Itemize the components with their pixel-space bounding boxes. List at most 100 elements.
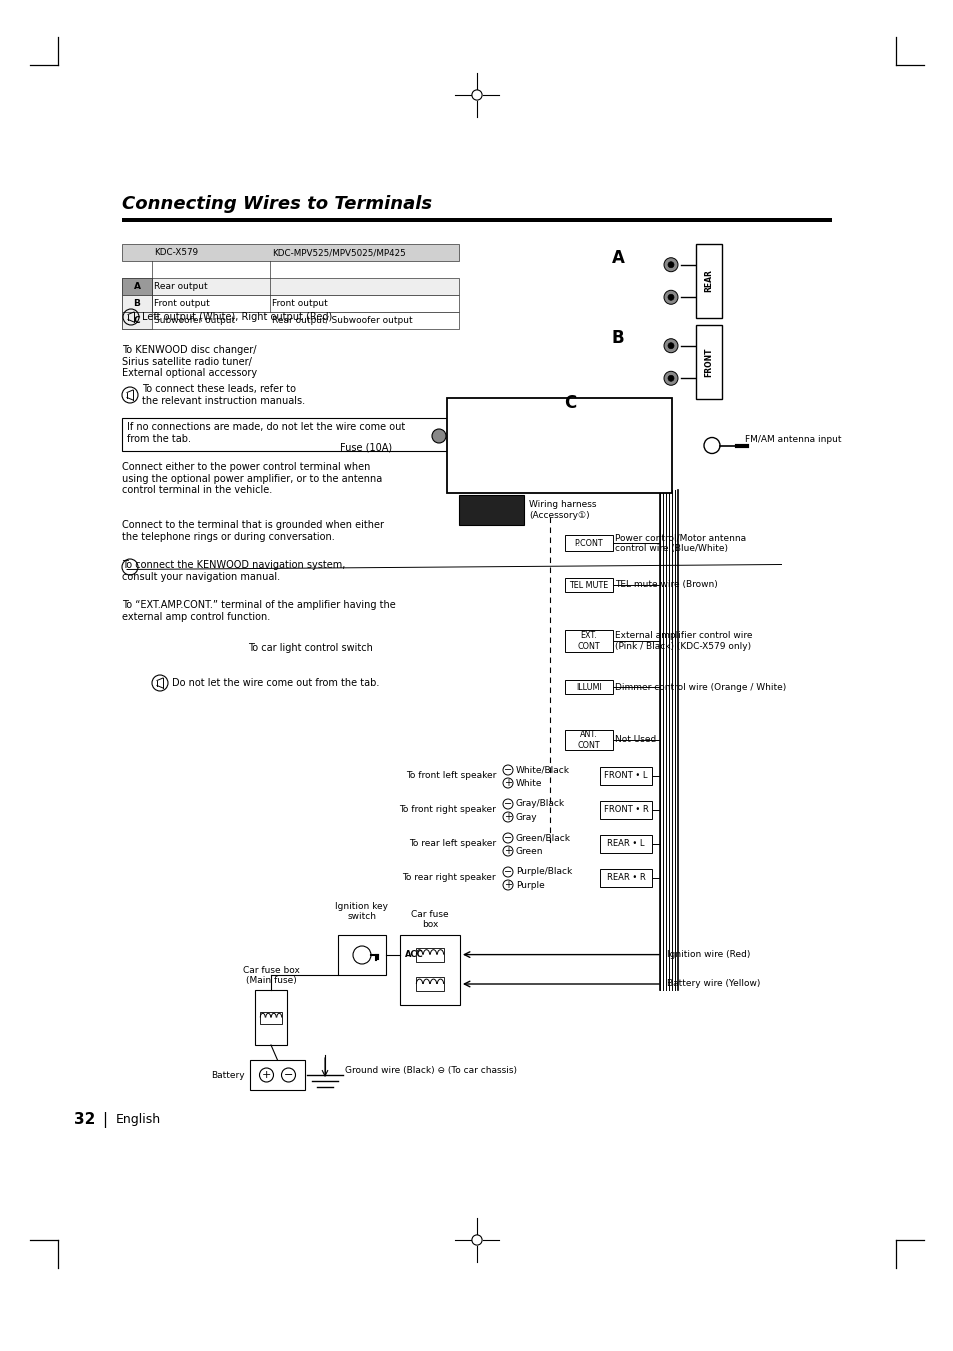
Text: Dimmer control wire (Orange / White): Dimmer control wire (Orange / White) [615, 682, 785, 692]
Text: B: B [133, 299, 140, 308]
Text: Connecting Wires to Terminals: Connecting Wires to Terminals [122, 195, 432, 213]
Text: ILLUMI: ILLUMI [576, 682, 601, 692]
Text: −: − [283, 1070, 293, 1079]
Text: To rear right speaker: To rear right speaker [402, 874, 496, 882]
Bar [599, 767, 651, 785]
Text: Wiring harness
(Accessory①): Wiring harness (Accessory①) [529, 500, 596, 520]
Bar [564, 630, 613, 653]
Text: English: English [116, 1113, 161, 1127]
Text: TEL mute wire (Brown): TEL mute wire (Brown) [615, 581, 717, 589]
Bar [458, 494, 523, 526]
Text: Rear output: Rear output [153, 282, 208, 290]
Text: KDC-MPV525/MPV5025/MP425: KDC-MPV525/MPV5025/MP425 [272, 249, 405, 257]
Text: +: + [261, 1070, 271, 1079]
Text: Front output: Front output [153, 299, 210, 308]
Circle shape [667, 343, 673, 349]
Circle shape [667, 295, 673, 300]
Bar [122, 295, 152, 312]
Text: +: + [503, 812, 512, 821]
Text: To connect these leads, refer to
the relevant instruction manuals.: To connect these leads, refer to the rel… [142, 384, 305, 405]
Bar [122, 278, 152, 295]
Text: FRONT • R: FRONT • R [603, 805, 648, 815]
Bar [122, 417, 510, 451]
Bar [416, 977, 443, 992]
Text: Rear output/ Subwoofer output: Rear output/ Subwoofer output [272, 316, 413, 326]
Text: A: A [611, 249, 624, 267]
Bar [564, 535, 613, 551]
Text: To “EXT.AMP.CONT.” terminal of the amplifier having the
external amp control fun: To “EXT.AMP.CONT.” terminal of the ampli… [122, 600, 395, 621]
Text: EXT.
CONT: EXT. CONT [578, 631, 599, 651]
Text: C: C [563, 394, 576, 412]
Bar [260, 1012, 282, 1024]
Text: White/Black: White/Black [516, 766, 569, 774]
Bar [564, 680, 613, 694]
Circle shape [432, 430, 446, 443]
Text: Left output (White), Right output (Red): Left output (White), Right output (Red) [142, 312, 332, 322]
Text: External amplifier control wire
(Pink / Black) (KDC-X579 only): External amplifier control wire (Pink / … [615, 631, 752, 651]
Text: To rear left speaker: To rear left speaker [409, 839, 496, 848]
Text: +: + [503, 846, 512, 857]
Bar [599, 801, 651, 819]
Text: −: − [503, 834, 512, 843]
Text: Gray/Black: Gray/Black [516, 800, 564, 808]
Bar [564, 730, 613, 750]
Bar [122, 312, 458, 330]
Bar [337, 935, 386, 975]
Text: FM/AM antenna input: FM/AM antenna input [744, 435, 841, 444]
Text: REAR: REAR [703, 270, 713, 292]
Text: To front left speaker: To front left speaker [405, 771, 496, 781]
Text: −: − [503, 765, 512, 775]
Circle shape [663, 339, 678, 353]
Text: Green/Black: Green/Black [516, 834, 571, 843]
Text: KDC-X579: KDC-X579 [153, 249, 198, 257]
Bar [564, 578, 613, 592]
Text: +: + [503, 880, 512, 890]
Bar [122, 218, 831, 222]
Text: TEL MUTE: TEL MUTE [569, 581, 608, 589]
Text: REAR • L: REAR • L [607, 839, 644, 848]
Bar [399, 935, 459, 1005]
Bar [122, 278, 458, 295]
Text: ACC: ACC [405, 950, 423, 959]
Text: Ignition wire (Red): Ignition wire (Red) [666, 950, 750, 959]
Text: To connect the KENWOOD navigation system,
consult your navigation manual.: To connect the KENWOOD navigation system… [122, 561, 345, 581]
Bar [599, 835, 651, 852]
Text: To KENWOOD disc changer/
Sirius satellite radio tuner/
External optional accesso: To KENWOOD disc changer/ Sirius satellit… [122, 345, 257, 378]
Text: To front right speaker: To front right speaker [398, 805, 496, 815]
Text: A: A [133, 282, 140, 290]
Text: To car light control switch: To car light control switch [248, 643, 373, 653]
Text: Front output: Front output [272, 299, 328, 308]
Text: Power control/Motor antenna
control wire (Blue/White): Power control/Motor antenna control wire… [615, 534, 745, 553]
Text: Battery: Battery [212, 1070, 245, 1079]
Bar [122, 312, 152, 330]
Circle shape [663, 290, 678, 304]
Text: Subwoofer output: Subwoofer output [153, 316, 234, 326]
Bar [696, 326, 721, 399]
Text: +: + [503, 778, 512, 788]
Circle shape [667, 262, 673, 267]
Bar [122, 295, 458, 312]
Bar [122, 245, 458, 261]
Text: FRONT • L: FRONT • L [603, 771, 647, 781]
Text: Battery wire (Yellow): Battery wire (Yellow) [666, 979, 760, 989]
Text: Not Used: Not Used [615, 735, 656, 744]
Text: Car fuse
box: Car fuse box [411, 909, 448, 929]
Bar [447, 399, 671, 493]
Text: Ground wire (Black) ⊖ (To car chassis): Ground wire (Black) ⊖ (To car chassis) [345, 1066, 517, 1074]
Circle shape [667, 376, 673, 381]
Text: ANT.
CONT: ANT. CONT [578, 731, 599, 750]
Text: Gray: Gray [516, 812, 537, 821]
Bar [250, 1061, 305, 1090]
Bar [416, 947, 443, 962]
Bar [696, 245, 721, 317]
Text: REAR • R: REAR • R [606, 874, 644, 882]
Text: FRONT: FRONT [703, 347, 713, 377]
Bar [254, 990, 287, 1046]
Text: C: C [133, 316, 140, 326]
Text: Purple: Purple [516, 881, 544, 889]
Text: P.CONT: P.CONT [574, 539, 602, 547]
Circle shape [663, 372, 678, 385]
Text: B: B [611, 330, 623, 347]
Text: Car fuse box
(Main fuse): Car fuse box (Main fuse) [242, 966, 299, 985]
Text: −: − [503, 798, 512, 809]
